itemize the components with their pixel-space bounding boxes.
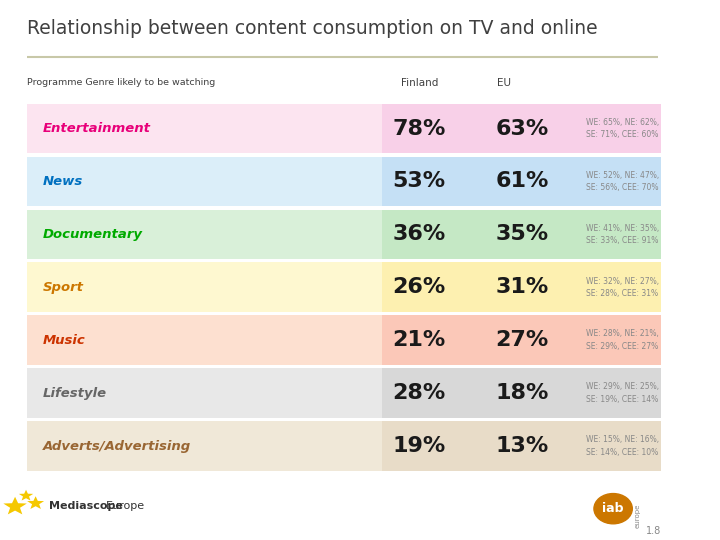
FancyBboxPatch shape [382,315,661,365]
FancyBboxPatch shape [27,368,382,418]
Text: Adverts/Advertising: Adverts/Advertising [43,440,192,453]
Text: News: News [43,175,84,188]
Text: Documentary: Documentary [43,228,143,241]
FancyBboxPatch shape [27,262,382,312]
Text: WE: 29%, NE: 25%,
SE: 19%, CEE: 14%: WE: 29%, NE: 25%, SE: 19%, CEE: 14% [586,382,659,404]
Text: 1.8: 1.8 [646,525,661,536]
Text: EU: EU [497,78,510,89]
FancyBboxPatch shape [382,157,661,206]
Text: Programme Genre likely to be watching: Programme Genre likely to be watching [27,78,216,87]
Text: Mediascope: Mediascope [50,501,123,511]
Text: 27%: 27% [495,330,549,350]
Polygon shape [4,497,27,515]
FancyBboxPatch shape [27,421,382,471]
FancyBboxPatch shape [382,262,661,312]
Text: 19%: 19% [392,436,446,456]
Text: WE: 52%, NE: 47%,
SE: 56%, CEE: 70%: WE: 52%, NE: 47%, SE: 56%, CEE: 70% [586,171,659,192]
Circle shape [594,494,632,524]
FancyBboxPatch shape [27,210,382,259]
Text: 31%: 31% [495,277,549,298]
Text: Sport: Sport [43,281,84,294]
FancyBboxPatch shape [382,210,661,259]
Text: WE: 65%, NE: 62%,
SE: 71%, CEE: 60%: WE: 65%, NE: 62%, SE: 71%, CEE: 60% [586,118,659,139]
Text: 21%: 21% [392,330,446,350]
Text: WE: 32%, NE: 27%,
SE: 28%, CEE: 31%: WE: 32%, NE: 27%, SE: 28%, CEE: 31% [586,276,659,298]
Text: 26%: 26% [392,277,446,298]
Polygon shape [19,490,33,501]
Text: 53%: 53% [392,171,446,192]
FancyBboxPatch shape [27,104,382,153]
Text: WE: 41%, NE: 35%,
SE: 33%, CEE: 91%: WE: 41%, NE: 35%, SE: 33%, CEE: 91% [586,224,659,245]
Polygon shape [27,496,44,509]
FancyBboxPatch shape [382,368,661,418]
FancyBboxPatch shape [382,104,661,153]
Text: 61%: 61% [495,171,549,192]
Text: WE: 28%, NE: 21%,
SE: 29%, CEE: 27%: WE: 28%, NE: 21%, SE: 29%, CEE: 27% [586,329,659,351]
Text: 35%: 35% [495,224,549,245]
Text: Music: Music [43,334,86,347]
Text: Relationship between content consumption on TV and online: Relationship between content consumption… [27,19,598,38]
Text: 13%: 13% [495,436,549,456]
Text: WE: 15%, NE: 16%,
SE: 14%, CEE: 10%: WE: 15%, NE: 16%, SE: 14%, CEE: 10% [586,435,659,457]
Text: 78%: 78% [392,118,446,139]
FancyBboxPatch shape [27,315,382,365]
Text: europe: europe [634,503,640,528]
Text: 18%: 18% [495,383,549,403]
Text: 36%: 36% [392,224,446,245]
Text: 63%: 63% [495,118,549,139]
FancyBboxPatch shape [382,421,661,471]
Text: 28%: 28% [392,383,446,403]
Text: iab: iab [603,502,624,515]
Text: Entertainment: Entertainment [43,122,151,135]
Text: Lifestyle: Lifestyle [43,387,107,400]
Text: Finland: Finland [401,78,438,89]
Text: Europe: Europe [106,501,145,511]
FancyBboxPatch shape [27,157,382,206]
